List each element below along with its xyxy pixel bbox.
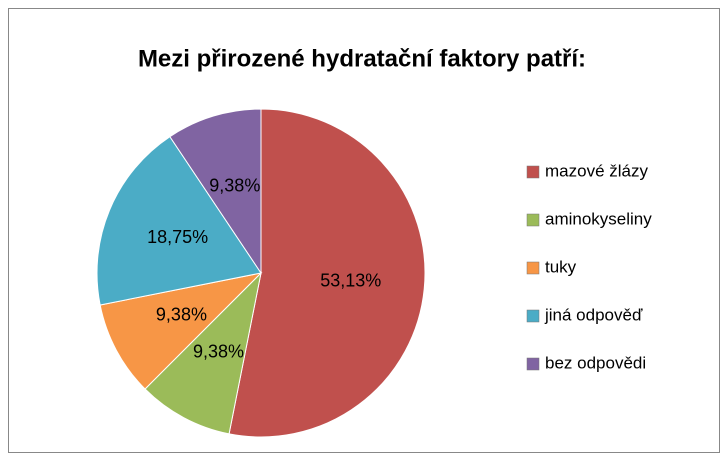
pie-slice	[99, 272, 263, 390]
pie-slice	[228, 108, 426, 438]
legend-swatch	[526, 261, 540, 275]
pie-slice	[96, 135, 262, 306]
legend-swatch	[526, 213, 540, 227]
data-label: 9,38%	[209, 175, 260, 195]
legend-swatch	[526, 165, 540, 179]
legend-label: mazové žlázy	[545, 161, 648, 180]
pie-slice	[144, 271, 262, 435]
pie-slice	[169, 108, 262, 275]
legend-swatch	[526, 357, 540, 371]
legend-label: aminokyseliny	[545, 209, 652, 228]
chart-title: Mezi přirozené hydratační faktory patří:	[138, 45, 586, 72]
legend-label: bez odpovědi	[545, 353, 646, 372]
data-label: 9,38%	[193, 341, 244, 361]
data-label: 18,75%	[147, 227, 208, 247]
data-label: 9,38%	[156, 304, 207, 324]
legend-label: jiná odpověď	[544, 305, 643, 324]
legend-label: tuky	[545, 257, 577, 276]
legend-swatch	[526, 309, 540, 323]
data-label: 53,13%	[320, 271, 381, 291]
